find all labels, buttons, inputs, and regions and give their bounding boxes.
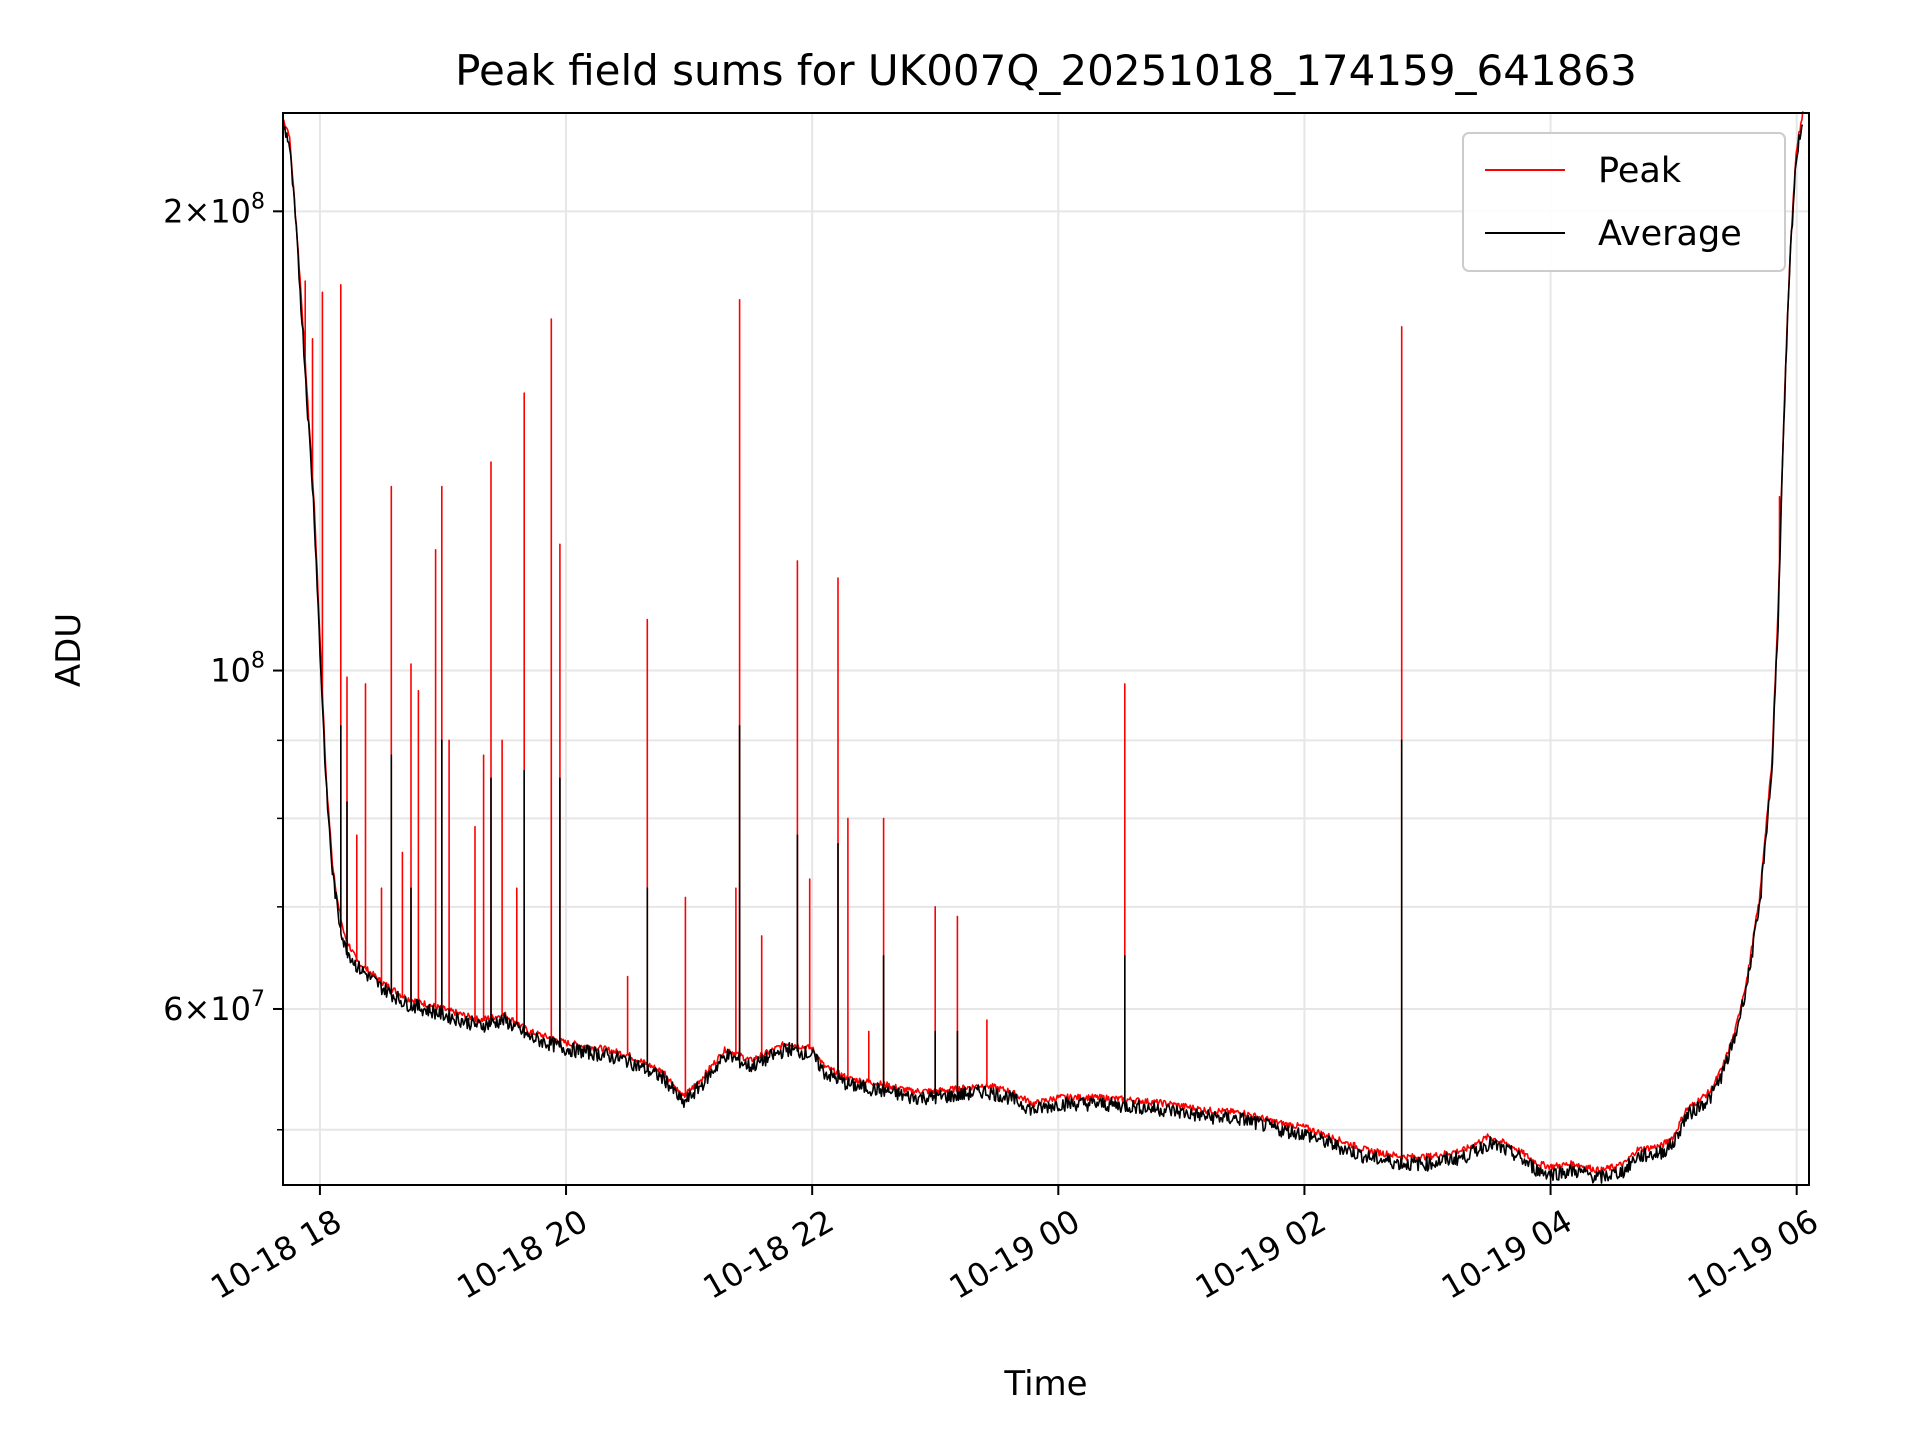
legend-peak-label: Peak: [1598, 151, 1682, 191]
y-tick-label: 6×107: [163, 987, 265, 1028]
legend-average-label: Average: [1598, 214, 1742, 254]
x-axis-label: Time: [1003, 1364, 1087, 1404]
legend-box: [1462, 132, 1786, 272]
plot-series: [282, 111, 1804, 1186]
legend: Peak Average: [1462, 132, 1786, 272]
y-axis-label: ADU: [49, 613, 89, 687]
series-line-peak: [282, 111, 1804, 1175]
grid: [283, 113, 1809, 1185]
chart-title: Peak field sums for UK007Q_20251018_1741…: [455, 46, 1637, 95]
plot-frame: [282, 112, 1810, 1186]
y-tick-label: 108: [210, 649, 265, 690]
y-tick-label: 2×108: [163, 189, 265, 230]
series-line-average: [282, 121, 1804, 1186]
